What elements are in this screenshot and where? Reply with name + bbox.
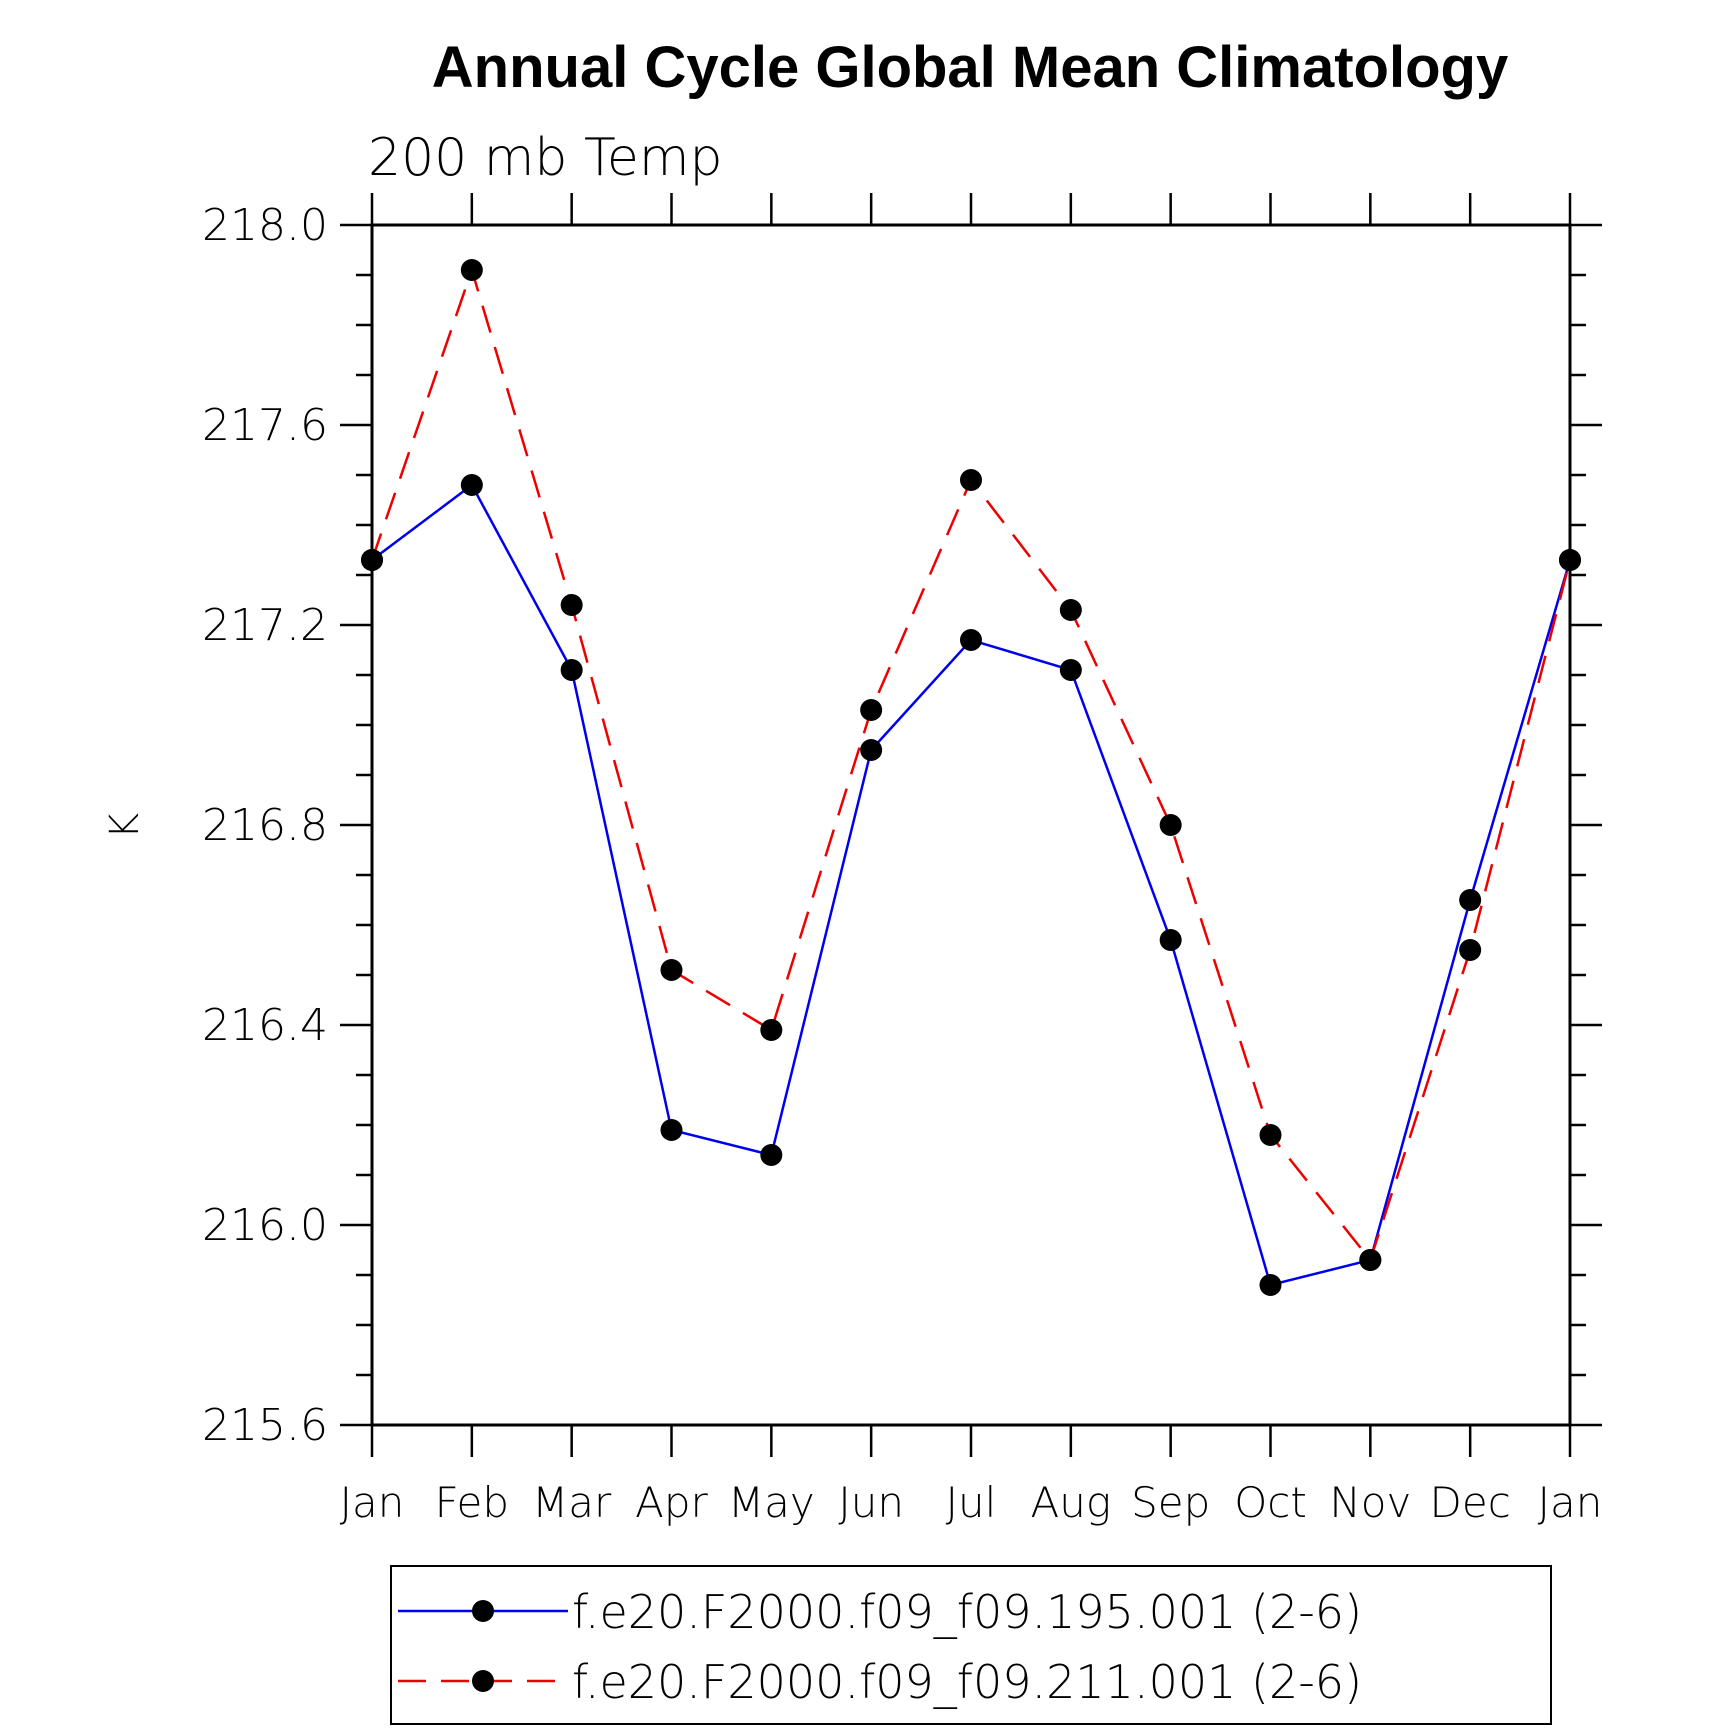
data-point [1259, 1124, 1282, 1146]
data-point [760, 1019, 783, 1041]
x-tick-label: May [728, 1478, 815, 1527]
data-point [660, 1119, 683, 1141]
data-point [1459, 939, 1482, 961]
data-point [960, 629, 982, 651]
data-point [1059, 599, 1082, 621]
x-tick-label: Dec [1430, 1478, 1511, 1527]
data-point [1259, 1274, 1282, 1296]
x-tick-label: Nov [1329, 1478, 1411, 1527]
series-2 [361, 259, 1581, 1271]
x-tick-label: Jul [946, 1478, 997, 1527]
data-point [361, 549, 383, 571]
series-line [370, 265, 1572, 1263]
x-tick-label: Mar [532, 1478, 612, 1527]
data-point [460, 259, 483, 281]
data-point [960, 469, 982, 491]
legend-label: f.e20.F2000.f09_f09.211.001 (2-6) [572, 1655, 1362, 1709]
y-tick-label: 217.6 [202, 400, 328, 451]
data-point [460, 474, 483, 496]
legend-marker [472, 1600, 494, 1622]
x-tick-label: Aug [1031, 1478, 1112, 1527]
data-point [1459, 889, 1482, 911]
series-layer [361, 259, 1581, 1296]
legend: f.e20.F2000.f09_f09.195.001 (2-6) f.e20.F… [390, 1565, 1552, 1725]
data-point [1559, 549, 1581, 571]
legend-marker [472, 1670, 494, 1692]
x-tick-label: Apr [635, 1478, 708, 1527]
y-tick-label: 216.8 [202, 800, 328, 851]
data-point [1159, 814, 1182, 836]
data-point [660, 959, 683, 981]
x-tick-label: Oct [1234, 1478, 1307, 1527]
axes: 215.6 216.0 216.4 216.8 217.2 217.6 218.0 Jan Fe… [202, 193, 1602, 1527]
data-point [1159, 929, 1182, 951]
data-point [560, 659, 583, 681]
data-point [560, 594, 583, 616]
plot-frame [370, 223, 1572, 1427]
y-axis-label: K [102, 813, 148, 839]
y-tick-label: 216.4 [202, 1000, 328, 1051]
series-line [371, 483, 1572, 1287]
y-tick-label: 217.2 [202, 600, 328, 651]
y-tick-label: 216.0 [202, 1200, 328, 1251]
x-tick-label: Sep [1131, 1478, 1210, 1527]
x-tick-label: Jan [1538, 1478, 1603, 1527]
x-tick-label: Jan [340, 1478, 405, 1527]
x-tick-label: Feb [435, 1478, 509, 1527]
legend-label: f.e20.F2000.f09_f09.195.001 (2-6) [572, 1585, 1362, 1639]
data-point [860, 739, 883, 761]
y-tick-label: 218.0 [202, 200, 328, 251]
chart-subtitle: 200 mb Temp [368, 128, 723, 188]
data-point [860, 699, 883, 721]
y-tick-label: 215.6 [202, 1400, 328, 1451]
x-tick-label: Jun [838, 1478, 904, 1527]
data-point [1059, 659, 1082, 681]
legend-box [390, 1565, 1552, 1725]
chart-title: Annual Cycle Global Mean Climatology [432, 35, 1508, 100]
data-point [1359, 1249, 1382, 1271]
data-point [760, 1144, 783, 1166]
